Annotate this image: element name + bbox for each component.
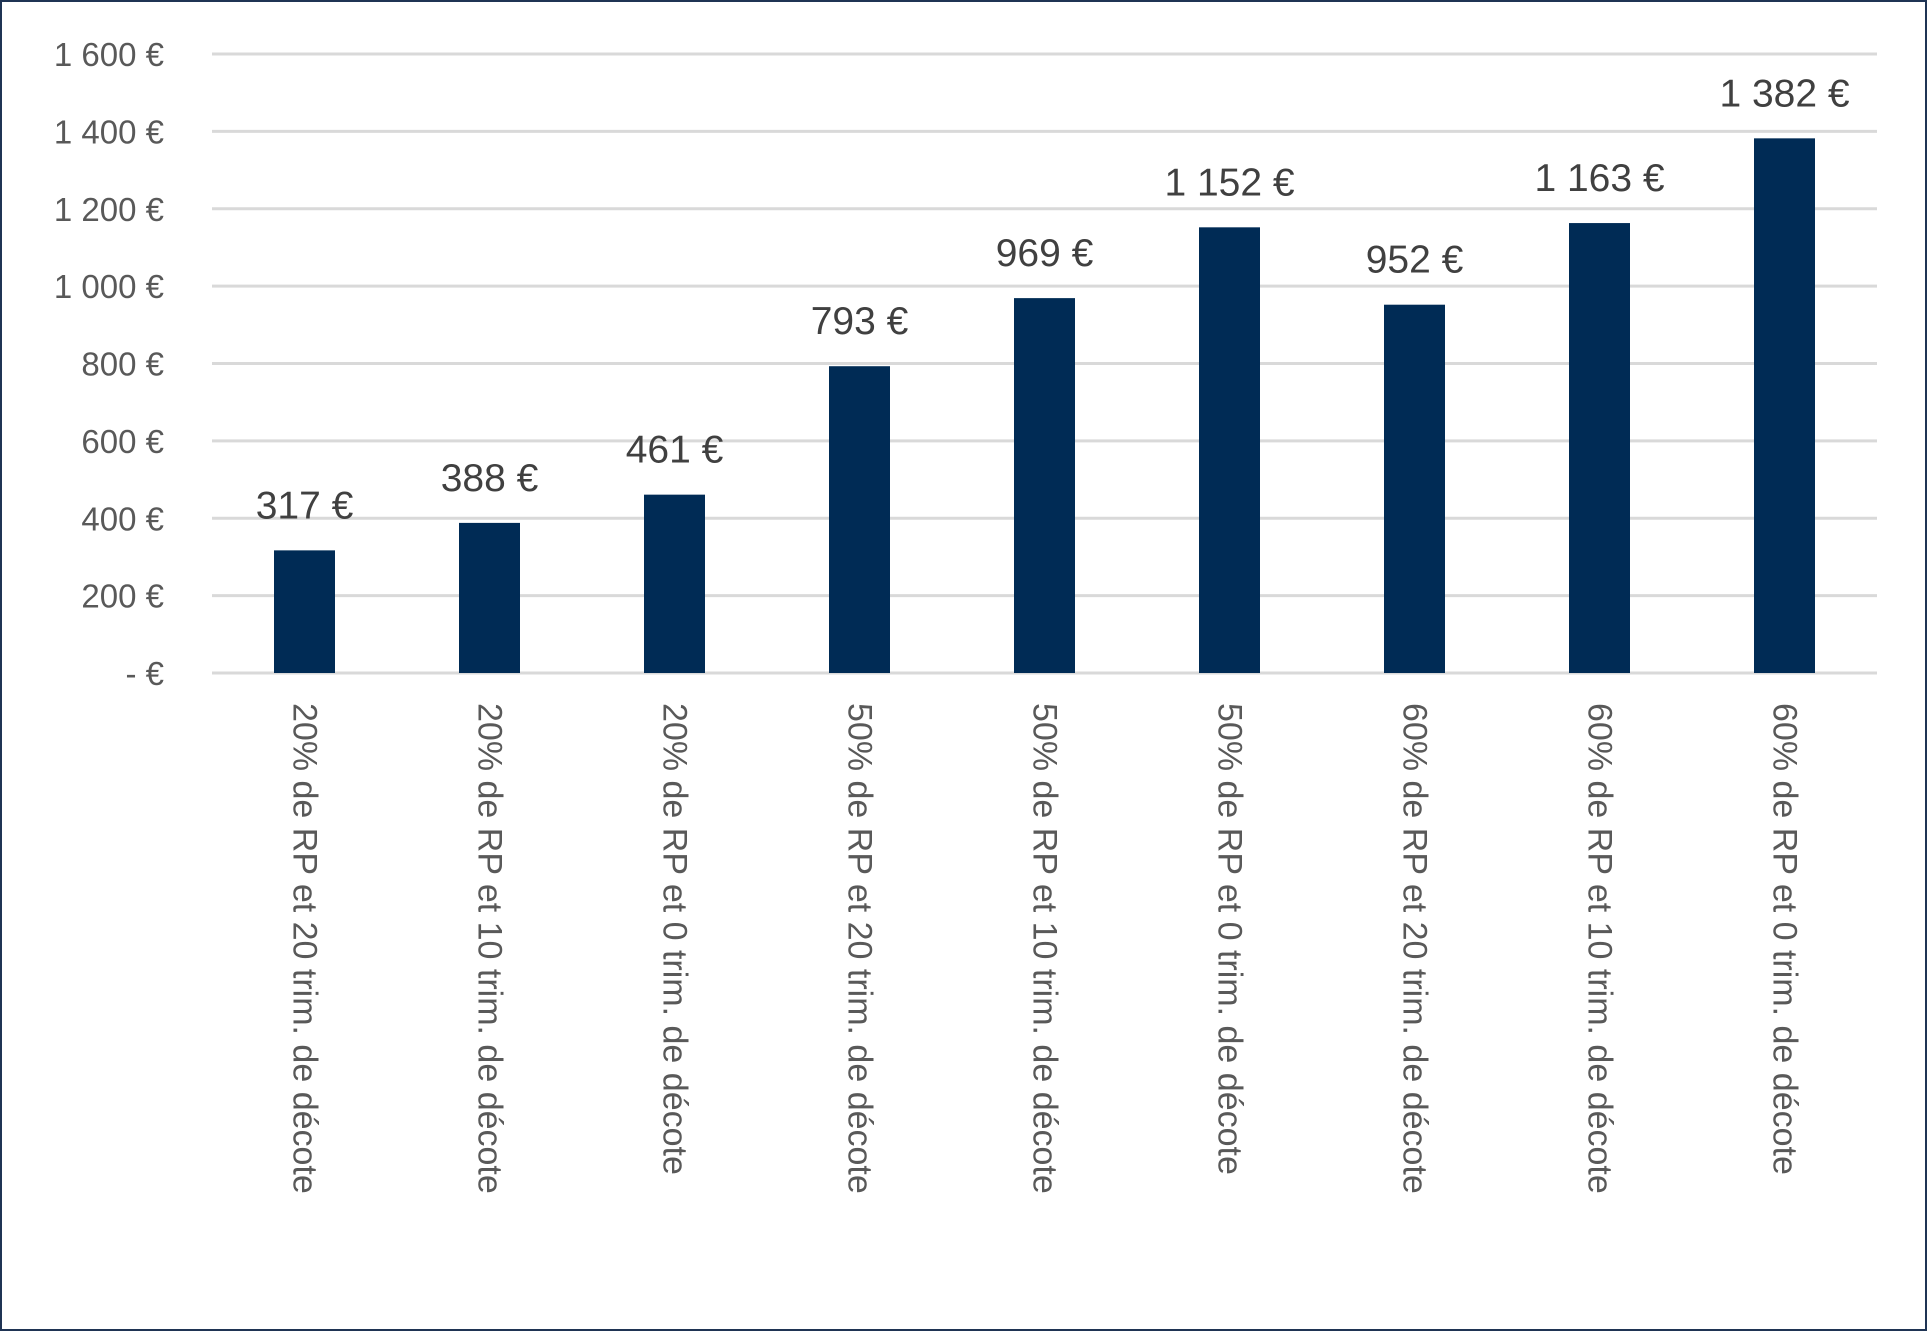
data-label: 317 € (256, 484, 354, 527)
x-tick-label: 60% de RP et 10 trim. de décote (1581, 703, 1619, 1194)
bar (644, 494, 705, 673)
x-tick-label: 60% de RP et 20 trim. de décote (1396, 703, 1434, 1194)
y-tick-label: 800 € (81, 346, 164, 383)
x-tick-label: 50% de RP et 0 trim. de décote (1211, 703, 1249, 1175)
bars (274, 138, 1815, 673)
data-label: 1 382 € (1719, 72, 1849, 115)
x-tick-label: 50% de RP et 10 trim. de décote (1026, 703, 1064, 1194)
bar (459, 522, 520, 673)
data-labels: 317 € 388 € 461 € 793 € 969 € 1 152 € 952 € 1 1… (256, 72, 1850, 527)
bar (829, 366, 890, 673)
y-tick-label: 200 € (81, 578, 164, 615)
x-tick-label: 20% de RP et 0 trim. de décote (656, 703, 694, 1175)
data-label: 1 152 € (1164, 161, 1294, 204)
x-tick-label: 60% de RP et 0 trim. de décote (1766, 703, 1804, 1175)
x-tick-label: 20% de RP et 10 trim. de décote (471, 703, 509, 1194)
bar (1014, 298, 1075, 673)
bar (274, 550, 335, 673)
bar (1569, 223, 1630, 673)
data-label: 969 € (996, 232, 1094, 275)
y-tick-label: 1 400 € (54, 113, 164, 150)
bar (1199, 227, 1260, 673)
y-tick-label: 600 € (81, 423, 164, 460)
data-label: 1 163 € (1534, 157, 1664, 200)
y-axis-ticks: - € 200 € 400 € 600 € 800 € 1 000 € 1 200 € 1 4… (54, 36, 164, 692)
x-tick-label: 50% de RP et 20 trim. de décote (841, 703, 879, 1194)
bar (1384, 304, 1445, 673)
data-label: 793 € (811, 300, 909, 343)
y-tick-label: 1 000 € (54, 268, 164, 305)
bar (1754, 138, 1815, 673)
y-tick-label: 400 € (81, 500, 164, 537)
y-tick-label: 1 600 € (54, 36, 164, 73)
y-tick-label: - € (125, 655, 164, 692)
data-label: 461 € (626, 429, 724, 472)
x-tick-label: 20% de RP et 20 trim. de décote (286, 703, 324, 1194)
data-label: 388 € (441, 457, 539, 500)
x-axis-ticks: 20% de RP et 20 trim. de décote 20% de RP… (286, 703, 1804, 1194)
data-label: 952 € (1366, 239, 1464, 282)
y-tick-label: 1 200 € (54, 191, 164, 228)
